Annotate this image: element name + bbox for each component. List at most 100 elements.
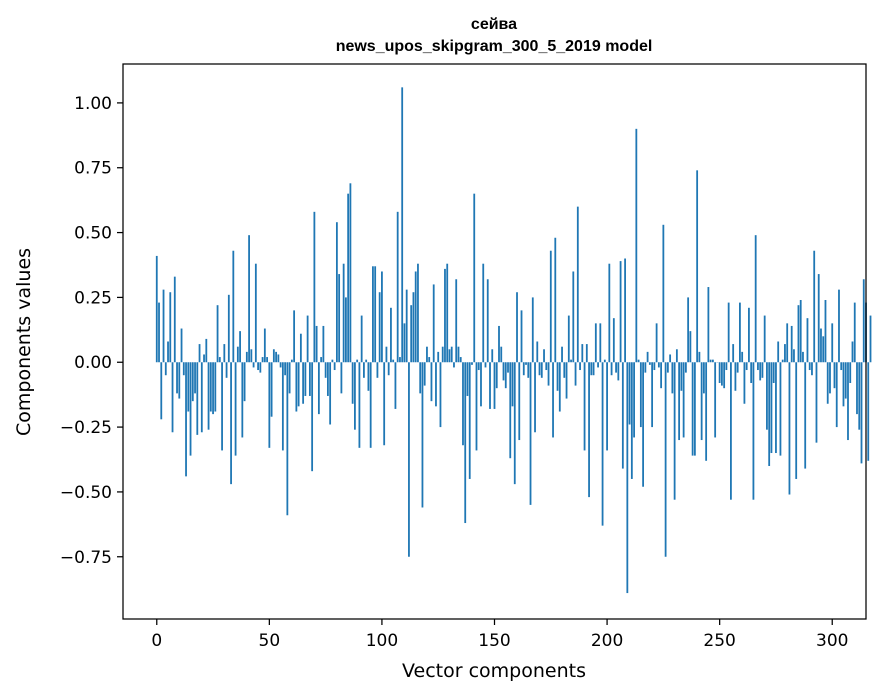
bar [288, 362, 291, 394]
bar [822, 336, 825, 363]
bar [453, 362, 455, 368]
bar [817, 274, 820, 363]
bar [712, 359, 714, 363]
bar [655, 323, 658, 363]
y-axis-label: Components values [13, 248, 35, 436]
bar [565, 362, 568, 399]
bar [471, 362, 473, 365]
bar [444, 268, 446, 363]
bar [666, 362, 669, 373]
bar [709, 359, 712, 363]
bar [178, 362, 181, 399]
bar [603, 359, 606, 363]
bar [700, 362, 703, 441]
bar [590, 362, 593, 376]
bar [155, 255, 158, 363]
bar [648, 362, 651, 365]
bar [536, 341, 539, 363]
bar [441, 346, 444, 363]
bar [802, 351, 804, 363]
bar [498, 325, 500, 363]
y-axis-ticks: −0.75 −0.50 −0.25 0.00 0.25 0.50 0.75 1.00 [60, 94, 123, 568]
bar [345, 297, 347, 363]
bar [252, 362, 255, 368]
bar [189, 362, 192, 456]
bar [691, 362, 694, 456]
x-axis-label: Vector components [402, 660, 586, 682]
y-tick-label: −0.50 [60, 483, 112, 503]
bar [858, 362, 861, 430]
bar [421, 362, 424, 508]
bar [477, 362, 480, 371]
bar [304, 362, 307, 396]
bar [552, 362, 554, 438]
bar [435, 362, 437, 407]
bar [349, 183, 352, 363]
bar [646, 351, 649, 363]
bar [513, 362, 516, 485]
x-tick-label: 300 [816, 631, 848, 651]
bar [653, 362, 656, 371]
bar [693, 362, 696, 456]
bar [293, 310, 296, 363]
bar [824, 300, 827, 363]
bar [390, 307, 392, 363]
bar [216, 305, 219, 363]
bar [684, 362, 687, 373]
bar [232, 250, 235, 363]
x-axis-ticks: 0 50 100 150 200 250 300 [151, 619, 848, 651]
bar [588, 362, 590, 498]
bar [594, 323, 597, 363]
bar [462, 362, 464, 446]
bar [549, 250, 552, 363]
bar [678, 362, 681, 441]
bar [743, 362, 746, 404]
bar [581, 344, 584, 363]
bar [295, 362, 298, 412]
bar [381, 271, 383, 363]
bar [466, 362, 469, 396]
bar [358, 362, 361, 448]
bar [306, 315, 309, 363]
bar [167, 341, 169, 363]
bar [840, 362, 843, 371]
bar [745, 362, 748, 371]
bar [198, 344, 201, 363]
bar [212, 362, 214, 415]
bar [531, 297, 534, 363]
bar [763, 315, 766, 363]
bar [221, 362, 223, 451]
bar [680, 362, 683, 391]
bar [225, 362, 228, 378]
bar [340, 362, 343, 394]
bar [637, 359, 640, 363]
bar [290, 359, 293, 363]
bar [651, 362, 654, 428]
bar [354, 362, 356, 430]
bar [196, 362, 199, 435]
bar [500, 346, 503, 363]
bar [162, 289, 165, 363]
bar [682, 362, 685, 438]
bar [284, 362, 287, 376]
bar [218, 357, 221, 363]
bar [671, 362, 674, 394]
bar [509, 362, 512, 459]
bar [583, 362, 586, 451]
bar [338, 274, 341, 363]
bar [399, 357, 401, 363]
bar [759, 362, 762, 381]
bar [412, 292, 415, 363]
bar [633, 362, 635, 438]
bar [383, 362, 386, 446]
bar [621, 362, 624, 469]
y-tick-label: 0.50 [74, 224, 112, 244]
bar [432, 284, 435, 363]
bar [790, 325, 793, 363]
bar [844, 362, 847, 399]
bar [847, 362, 849, 441]
bar [254, 263, 257, 363]
bar [320, 357, 323, 363]
bar [272, 349, 275, 363]
bar [675, 349, 678, 363]
